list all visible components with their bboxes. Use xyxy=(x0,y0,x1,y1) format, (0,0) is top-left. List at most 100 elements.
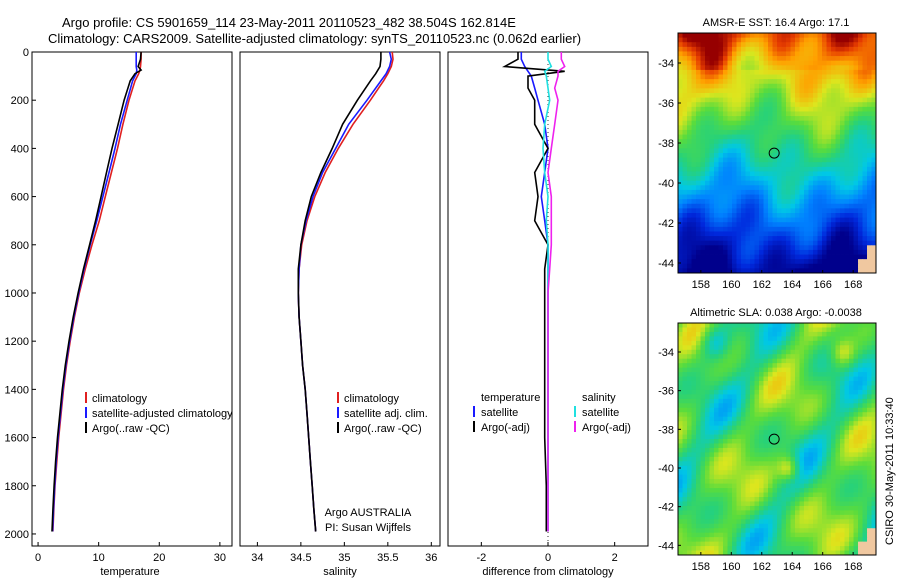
heatmap-cell xyxy=(835,171,841,177)
heatmap-cell xyxy=(705,120,710,126)
heatmap-cell xyxy=(799,505,805,511)
heatmap-cell xyxy=(817,185,823,191)
heatmap-cell xyxy=(813,323,818,328)
heatmap-cell xyxy=(741,546,746,551)
heatmap-cell xyxy=(835,254,841,260)
heatmap-cell xyxy=(840,479,845,485)
heatmap-cell xyxy=(750,134,755,140)
heatmap-cell xyxy=(727,254,733,260)
heatmap-cell xyxy=(790,546,796,551)
heatmap-cell xyxy=(723,523,728,529)
heatmap-cell xyxy=(741,153,746,159)
heatmap-cell xyxy=(754,106,760,112)
heatmap-cell xyxy=(849,162,854,168)
heatmap-cell xyxy=(691,203,697,209)
heatmap-cell xyxy=(813,412,818,418)
heatmap-cell xyxy=(867,203,872,209)
heatmap-cell xyxy=(822,403,827,409)
heatmap-cell xyxy=(844,523,850,529)
heatmap-cell xyxy=(718,327,724,333)
sst-map-ticks: 158 160 162 164 166 168-34-36-38-40-42-44 xyxy=(658,58,862,291)
heatmap-cell xyxy=(804,412,809,418)
heatmap-cell xyxy=(858,421,863,427)
heatmap-cell xyxy=(799,189,805,195)
heatmap-cell xyxy=(795,363,800,369)
heatmap-cell xyxy=(799,537,805,543)
heatmap-cell xyxy=(862,185,868,191)
heatmap-cell xyxy=(709,546,715,551)
heatmap-cell xyxy=(831,185,836,191)
heatmap-cell xyxy=(858,83,863,89)
heatmap-cell xyxy=(705,443,710,449)
heatmap-cell xyxy=(714,465,719,471)
heatmap-cell xyxy=(759,492,764,498)
heatmap-cell xyxy=(745,492,751,498)
heatmap-cell xyxy=(741,323,746,328)
heatmap-cell xyxy=(741,97,746,103)
heatmap-cell xyxy=(835,222,841,228)
heatmap-cell xyxy=(682,514,688,520)
heatmap-cell xyxy=(745,479,751,485)
heatmap-cell xyxy=(840,430,845,435)
heatmap-cell xyxy=(691,358,697,364)
heatmap-cell xyxy=(772,42,778,48)
heatmap-cell xyxy=(723,217,728,223)
heatmap-cell xyxy=(795,74,800,80)
heatmap-cell xyxy=(858,336,863,342)
heatmap-cell xyxy=(759,389,764,395)
heatmap-cell xyxy=(768,403,773,409)
heatmap-cell xyxy=(772,497,778,502)
heatmap-cell xyxy=(732,376,737,382)
heatmap-cell xyxy=(678,226,683,232)
heatmap-cell xyxy=(844,60,850,66)
heatmap-cell xyxy=(826,42,832,48)
heatmap-cell xyxy=(786,550,791,556)
heatmap-cell xyxy=(799,226,805,232)
heatmap-cell xyxy=(759,259,764,265)
heatmap-cell xyxy=(777,203,782,209)
heatmap-cell xyxy=(817,492,823,498)
heatmap-cell xyxy=(709,180,715,186)
heatmap-cell xyxy=(705,249,710,255)
heatmap-cell xyxy=(808,88,814,94)
heatmap-cell xyxy=(687,398,692,404)
heatmap-cell xyxy=(687,519,692,525)
heatmap-cell xyxy=(691,74,697,80)
argo-location-marker xyxy=(768,147,780,159)
heatmap-cell xyxy=(727,134,733,140)
heatmap-cell xyxy=(754,231,760,237)
heatmap-cell xyxy=(871,268,877,274)
heatmap-cell xyxy=(705,166,710,172)
difference-xticks: -2 0 2 xyxy=(476,542,618,564)
heatmap-cell xyxy=(777,208,782,214)
heatmap-cell xyxy=(831,65,836,71)
heatmap-cell xyxy=(858,434,863,440)
heatmap-cell xyxy=(745,74,751,80)
heatmap-cell xyxy=(772,111,778,117)
heatmap-cell xyxy=(772,345,778,351)
heatmap-cell xyxy=(768,550,773,556)
heatmap-cell xyxy=(844,412,850,418)
heatmap-cell xyxy=(682,425,688,431)
heatmap-cell xyxy=(682,461,688,467)
heatmap-cell xyxy=(718,240,724,246)
heatmap-cell xyxy=(795,447,800,453)
heatmap-cell xyxy=(754,389,760,395)
heatmap-cell xyxy=(817,483,823,489)
heatmap-cell xyxy=(696,394,701,400)
heatmap-cell xyxy=(714,541,719,547)
heatmap-cell xyxy=(862,176,868,182)
heatmap-cell xyxy=(786,354,791,360)
heatmap-cell xyxy=(781,185,787,191)
heatmap-cell xyxy=(835,452,841,458)
heatmap-cell xyxy=(723,259,728,265)
heatmap-cell xyxy=(781,60,787,66)
heatmap-cell xyxy=(696,345,701,351)
heatmap-cell xyxy=(835,407,841,413)
heatmap-cell xyxy=(840,465,845,471)
heatmap-cell xyxy=(813,51,818,57)
heatmap-cell xyxy=(822,162,827,168)
heatmap-cell xyxy=(799,439,805,444)
heatmap-cell xyxy=(750,358,755,364)
heatmap-cell xyxy=(840,354,845,360)
